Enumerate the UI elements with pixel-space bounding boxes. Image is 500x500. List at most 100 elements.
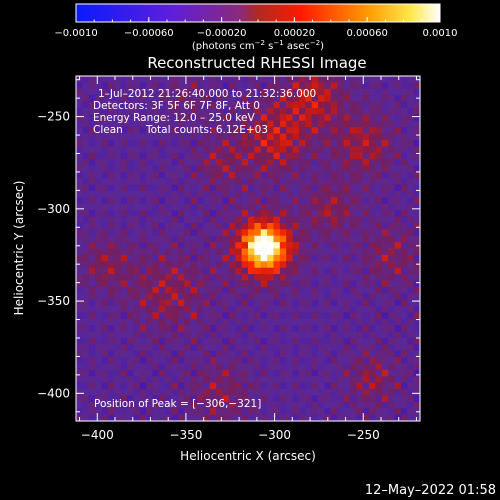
heatmap-cell <box>349 318 357 326</box>
heatmap-cell <box>381 88 389 96</box>
heatmap-cell <box>254 376 262 384</box>
heatmap-cell <box>203 376 211 384</box>
heatmap-cell <box>114 254 122 262</box>
heatmap-cell <box>107 344 115 352</box>
heatmap-cell <box>292 127 300 135</box>
heatmap-cell <box>209 274 217 282</box>
heatmap-cell <box>254 286 262 294</box>
heatmap-cell <box>413 165 421 173</box>
heatmap-cell <box>362 325 370 333</box>
heatmap-cell <box>286 191 294 198</box>
heatmap-cell <box>203 363 211 371</box>
heatmap-cell <box>95 299 103 307</box>
heatmap-cell <box>388 261 396 269</box>
heatmap-cell <box>267 389 275 397</box>
heatmap-cell <box>311 165 319 173</box>
heatmap-cell <box>375 274 383 282</box>
heatmap-cell <box>222 82 230 90</box>
heatmap-cell <box>400 191 408 198</box>
heatmap-cell <box>362 184 370 192</box>
heatmap-cell <box>235 197 243 205</box>
heatmap-cell <box>400 76 408 83</box>
heatmap-cell <box>241 191 249 198</box>
heatmap-cell <box>133 210 141 218</box>
heatmap-cell <box>152 382 160 390</box>
heatmap-cell <box>248 318 255 326</box>
heatmap-cell <box>324 280 332 288</box>
heatmap-cell <box>388 120 396 128</box>
heatmap-cell <box>381 139 389 147</box>
heatmap-cell <box>171 101 179 109</box>
heatmap-cell <box>248 261 255 269</box>
heatmap-cell <box>107 395 115 403</box>
heatmap-cell <box>381 120 389 128</box>
heatmap-cell <box>324 159 332 167</box>
heatmap-cell <box>343 248 351 256</box>
heatmap-cell <box>369 382 377 390</box>
heatmap-cell <box>152 293 160 301</box>
heatmap-cell <box>222 344 230 352</box>
heatmap-cell <box>394 216 402 224</box>
heatmap-cell <box>298 318 306 326</box>
heatmap-cell <box>101 344 109 352</box>
heatmap-cell <box>413 318 421 326</box>
heatmap-cell <box>114 280 122 288</box>
heatmap-cell <box>311 274 319 282</box>
heatmap-cell <box>298 382 306 390</box>
heatmap-cell <box>184 280 192 288</box>
heatmap-cell <box>171 235 179 243</box>
heatmap-cell <box>184 293 192 301</box>
heatmap-cell <box>146 344 154 352</box>
heatmap-cell <box>228 76 236 83</box>
heatmap-cell <box>311 293 319 301</box>
heatmap-cell <box>114 152 122 160</box>
heatmap-cell <box>184 274 192 282</box>
heatmap-cell <box>146 203 154 211</box>
heatmap-cell <box>267 254 275 262</box>
heatmap-cell <box>120 414 128 422</box>
heatmap-cell <box>330 389 338 397</box>
peak-position-label: Position of Peak = [−306,−321] <box>94 398 261 410</box>
heatmap-cell <box>413 82 421 90</box>
heatmap-cell <box>286 165 294 173</box>
heatmap-cell <box>260 389 268 397</box>
heatmap-cell <box>228 101 236 109</box>
heatmap-cell <box>400 401 408 409</box>
heatmap-cell <box>241 139 249 147</box>
heatmap-cell <box>190 133 198 141</box>
heatmap-cell <box>241 312 249 320</box>
heatmap-cell <box>286 152 294 160</box>
heatmap-cell <box>318 235 326 243</box>
heatmap-cell <box>273 107 281 115</box>
heatmap-cell <box>146 82 154 90</box>
heatmap-cell <box>114 408 122 416</box>
heatmap-cell <box>216 133 224 141</box>
heatmap-cell <box>88 274 96 282</box>
heatmap-cell <box>413 331 421 339</box>
heatmap-cell <box>158 363 166 371</box>
heatmap-cell <box>158 357 166 365</box>
heatmap-cell <box>292 107 300 115</box>
heatmap-cell <box>203 197 211 205</box>
heatmap-cell <box>197 222 205 230</box>
heatmap-cell <box>197 120 205 128</box>
heatmap-cell <box>375 101 383 109</box>
heatmap-cell <box>114 382 122 390</box>
heatmap-cell <box>88 76 96 83</box>
heatmap-cell <box>197 191 205 198</box>
heatmap-cell <box>369 107 377 115</box>
heatmap-cell <box>152 191 160 198</box>
heatmap-cell <box>260 82 268 90</box>
heatmap-cell <box>369 184 377 192</box>
heatmap-cell <box>107 401 115 409</box>
heatmap-cell <box>337 401 345 409</box>
heatmap-cell <box>337 376 345 384</box>
heatmap-cell <box>82 325 90 333</box>
heatmap-cell <box>362 159 370 167</box>
heatmap-cell <box>165 312 173 320</box>
heatmap-cell <box>158 267 166 275</box>
heatmap-cell <box>381 127 389 135</box>
heatmap-cell <box>305 76 313 83</box>
heatmap-cell <box>216 254 224 262</box>
heatmap-cell <box>413 101 421 109</box>
